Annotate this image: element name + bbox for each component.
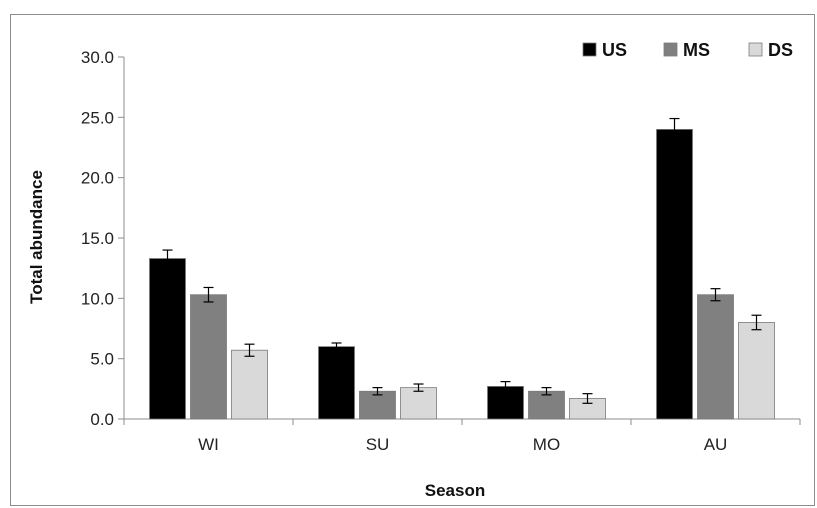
y-tick-label: 10.0 <box>81 289 114 308</box>
x-tick-label: WI <box>198 435 219 454</box>
bar-ms-su <box>359 390 396 420</box>
y-tick-label: 20.0 <box>81 169 114 188</box>
legend-label-us: US <box>602 40 627 60</box>
bar-ds-au <box>738 322 775 420</box>
bar-us-mo <box>487 386 524 420</box>
x-tick-label: SU <box>366 435 390 454</box>
bar-us-au <box>656 128 693 420</box>
legend: US MS DS <box>582 40 793 60</box>
y-tick-label: 30.0 <box>81 48 114 67</box>
x-tick-label: MO <box>533 435 560 454</box>
x-tick-label: AU <box>704 435 728 454</box>
bar-us-su <box>318 346 355 420</box>
y-tick-label: 0.0 <box>90 410 114 429</box>
bar-ms-wi <box>190 294 227 420</box>
y-tick-label: 5.0 <box>90 350 114 369</box>
bar-ms-mo <box>528 390 565 420</box>
legend-label-ms: MS <box>683 40 710 60</box>
y-tick-label: 15.0 <box>81 229 114 248</box>
legend-swatch-ds <box>748 42 763 57</box>
bar-ms-au <box>697 294 734 420</box>
bars <box>149 117 775 420</box>
x-axis-title: Season <box>425 481 485 500</box>
bar-ds-wi <box>231 349 268 420</box>
bar-ds-su <box>400 387 437 420</box>
legend-label-ds: DS <box>768 40 793 60</box>
y-axis-title: Total abundance <box>27 170 46 304</box>
legend-swatch-us <box>582 42 597 57</box>
legend-swatch-ms <box>663 42 678 57</box>
bar-us-wi <box>149 258 186 420</box>
y-tick-label: 25.0 <box>81 108 114 127</box>
